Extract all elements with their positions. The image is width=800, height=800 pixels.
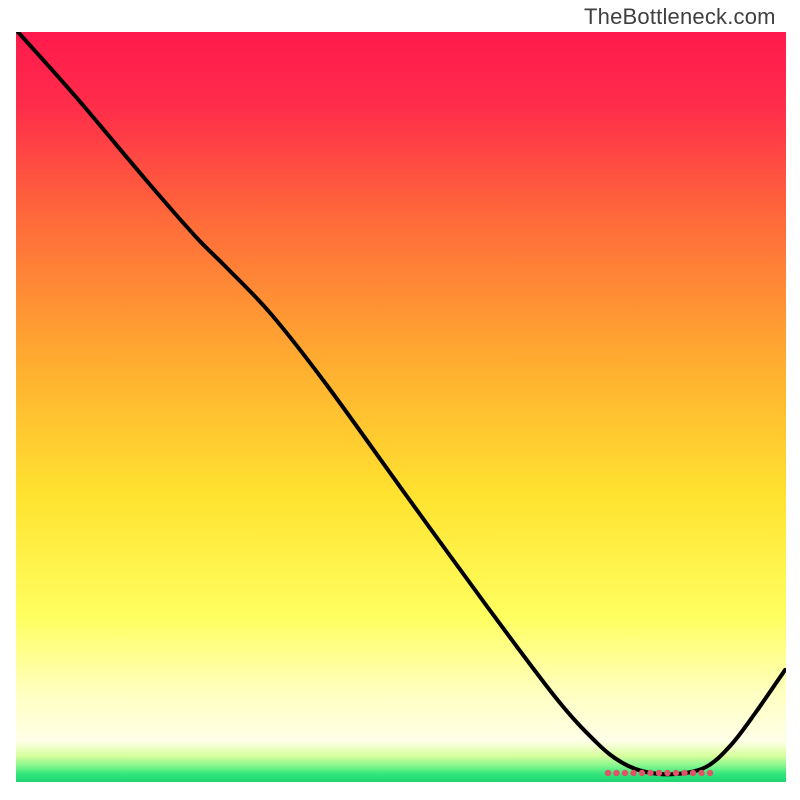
plot-area [16,32,786,782]
plot-svg [16,32,786,782]
bottleneck-chart: TheBottleneck.com [0,0,800,800]
watermark-text: TheBottleneck.com [584,4,776,30]
gradient-background [16,32,786,782]
